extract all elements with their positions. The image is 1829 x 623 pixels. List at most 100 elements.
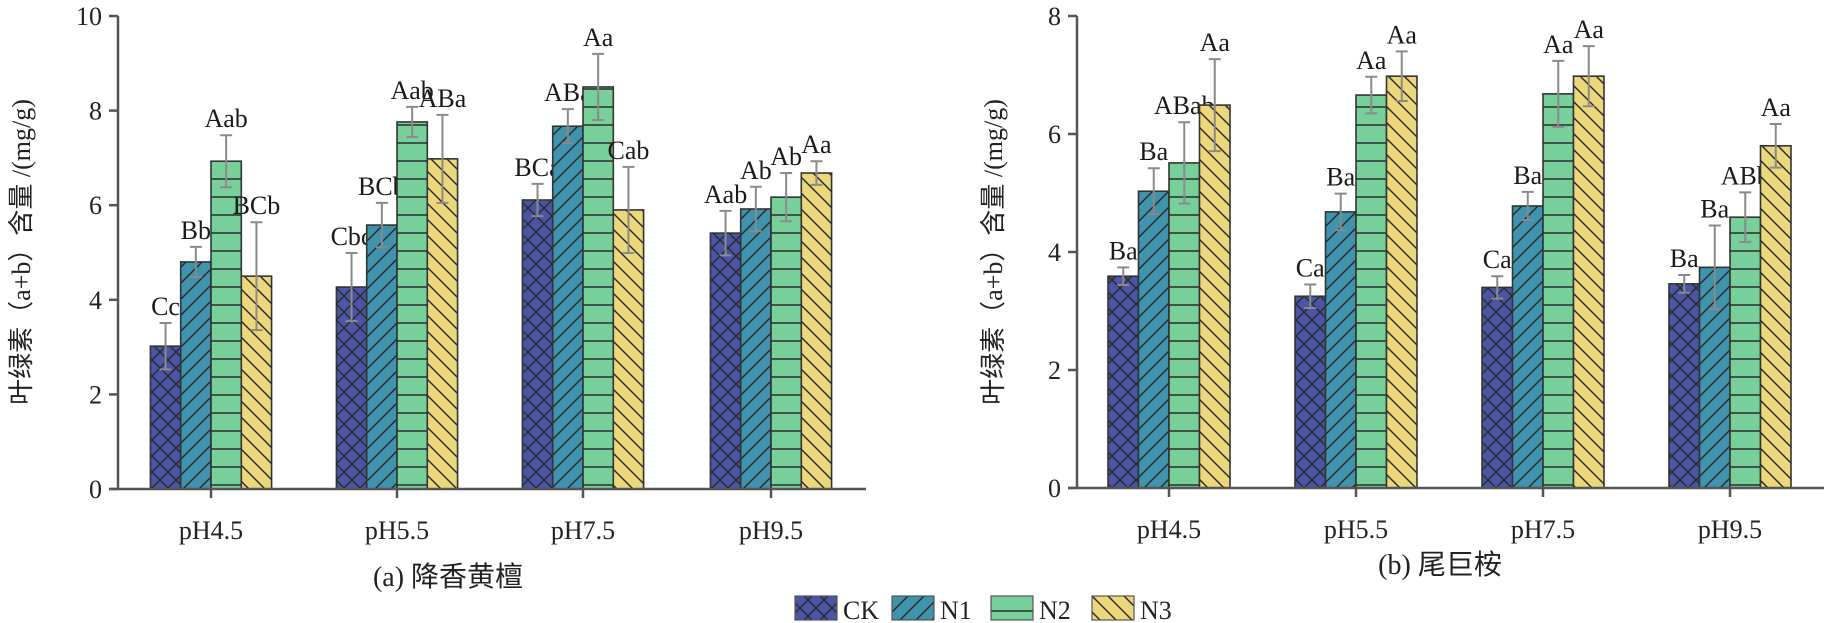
error-bar — [345, 251, 358, 323]
y-tick-label: 0 — [89, 475, 102, 504]
error-bar — [1117, 266, 1130, 287]
error-bar — [719, 209, 732, 257]
significance-label: Cc — [151, 292, 180, 321]
bar-n1-ph7-5 — [551, 125, 584, 490]
x-tick-label: pH7.5 — [1511, 515, 1575, 544]
chart-a-axes — [109, 16, 866, 491]
error-bar — [1582, 45, 1595, 108]
significance-label: BCb — [233, 191, 281, 220]
significance-label: Ba — [1109, 236, 1138, 265]
bar-n2-ph5-5 — [396, 121, 429, 490]
error-bar — [1521, 190, 1534, 222]
bar-ck-ph4-5 — [1107, 275, 1140, 489]
error-bar — [561, 108, 574, 145]
significance-label: Ba — [1139, 137, 1168, 166]
bar-ck-ph7-5 — [1481, 286, 1514, 489]
bar-n3-ph4-5 — [1198, 104, 1231, 489]
error-bar — [250, 221, 263, 332]
chart-a: 叶绿素（a+b）含量 /(mg/g) 0 2 4 6 8 10 Cc Bb Aab BCb Cbc… — [7, 2, 866, 593]
bar-n3-ph5-5 — [1385, 75, 1418, 489]
error-bar — [1739, 191, 1752, 243]
bar-n1-ph9-5 — [739, 208, 772, 490]
bar-n2-ph9-5 — [770, 196, 803, 490]
error-bar — [592, 52, 605, 122]
significance-label: Ba — [1700, 194, 1729, 223]
significance-label: Bb — [181, 216, 211, 245]
bar-n3-ph9-5 — [800, 172, 833, 490]
significance-label: Ba — [1513, 161, 1542, 190]
bar-n2-ph7-5 — [1542, 93, 1575, 489]
error-bar — [220, 134, 233, 189]
x-tick-label: pH9.5 — [739, 516, 803, 545]
significance-label: Aa — [1574, 15, 1605, 44]
x-tick-label: pH9.5 — [1698, 515, 1762, 544]
error-bar — [436, 113, 449, 204]
x-tick-label: pH5.5 — [1324, 515, 1388, 544]
error-bar — [780, 172, 793, 223]
x-tick-label: pH5.5 — [365, 516, 429, 545]
bar-n3-ph5-5 — [426, 158, 459, 490]
bar-ck-ph7-5 — [521, 199, 554, 490]
error-bar — [1769, 122, 1782, 169]
error-bar — [1304, 283, 1317, 310]
chart-b-xticks: pH4.5 pH5.5 pH7.5 pH9.5 — [1137, 488, 1762, 544]
error-bar — [406, 105, 419, 139]
x-tick-label: pH4.5 — [179, 516, 243, 545]
significance-label: Ba — [1670, 244, 1699, 273]
bar-n2-ph5-5 — [1355, 94, 1388, 489]
y-tick-label: 2 — [89, 380, 102, 409]
significance-label: Ca — [1483, 245, 1512, 274]
chart-b-ylabel: 叶绿素（a+b）含量 /(mg/g) — [979, 99, 1008, 405]
significance-label: Ab — [770, 142, 802, 171]
legend-swatch-n1 — [891, 595, 935, 621]
significance-label: ABa — [419, 84, 467, 113]
chart-b-yticks: 0 2 4 6 8 — [1048, 2, 1077, 503]
error-bar — [1678, 274, 1691, 294]
significance-label: Aa — [1761, 93, 1792, 122]
chart-a-xticks: pH4.5 pH5.5 pH7.5 pH9.5 — [179, 489, 803, 545]
legend-swatch-n3 — [1091, 595, 1135, 621]
bar-n1-ph4-5 — [1137, 190, 1170, 489]
bar-n2-ph9-5 — [1729, 216, 1762, 489]
error-bar — [622, 165, 635, 254]
significance-label: Cbc — [331, 222, 373, 251]
chart-a-title: (a) 降香黄檀 — [373, 561, 523, 593]
significance-label: Aab — [704, 180, 747, 209]
legend: CK N1 N2 N3 — [794, 595, 1172, 623]
significance-label: Aa — [1200, 28, 1231, 57]
y-tick-label: 2 — [1048, 356, 1061, 385]
significance-label: Ba — [1326, 163, 1355, 192]
significance-label: Cab — [608, 136, 650, 165]
x-tick-label: pH7.5 — [551, 516, 615, 545]
error-bar — [1708, 224, 1721, 311]
legend-swatch-n2 — [990, 595, 1034, 621]
chart-b-axes — [1068, 16, 1824, 490]
error-bar — [1491, 275, 1504, 300]
error-bar — [189, 245, 202, 279]
error-bar — [531, 182, 544, 218]
bar-ck-ph9-5 — [1668, 283, 1701, 489]
bar-n1-ph5-5 — [365, 224, 398, 490]
x-tick-label: pH4.5 — [1137, 515, 1201, 544]
chart-a-ylabel: 叶绿素（a+b）含量 /(mg/g) — [7, 99, 36, 405]
significance-label: Ab — [740, 156, 772, 185]
chart-a-yticks: 0 2 4 6 8 10 — [76, 2, 118, 504]
chart-b-title: (b) 尾巨桉 — [1378, 549, 1502, 581]
y-tick-label: 10 — [76, 2, 102, 31]
legend-label-n1: N1 — [940, 596, 972, 623]
y-tick-label: 6 — [89, 191, 102, 220]
significance-label: Ca — [1296, 253, 1325, 282]
bar-n2-ph4-5 — [1168, 162, 1201, 489]
y-tick-label: 6 — [1048, 120, 1061, 149]
error-bar — [1552, 59, 1565, 128]
error-bar — [1365, 75, 1378, 115]
significance-label: Aa — [801, 130, 832, 159]
y-tick-label: 4 — [89, 286, 102, 315]
y-tick-label: 4 — [1048, 238, 1061, 267]
bar-n3-ph9-5 — [1759, 145, 1792, 489]
significance-label: Aa — [1356, 46, 1387, 75]
error-bar — [1208, 58, 1221, 153]
error-bar — [375, 201, 388, 249]
